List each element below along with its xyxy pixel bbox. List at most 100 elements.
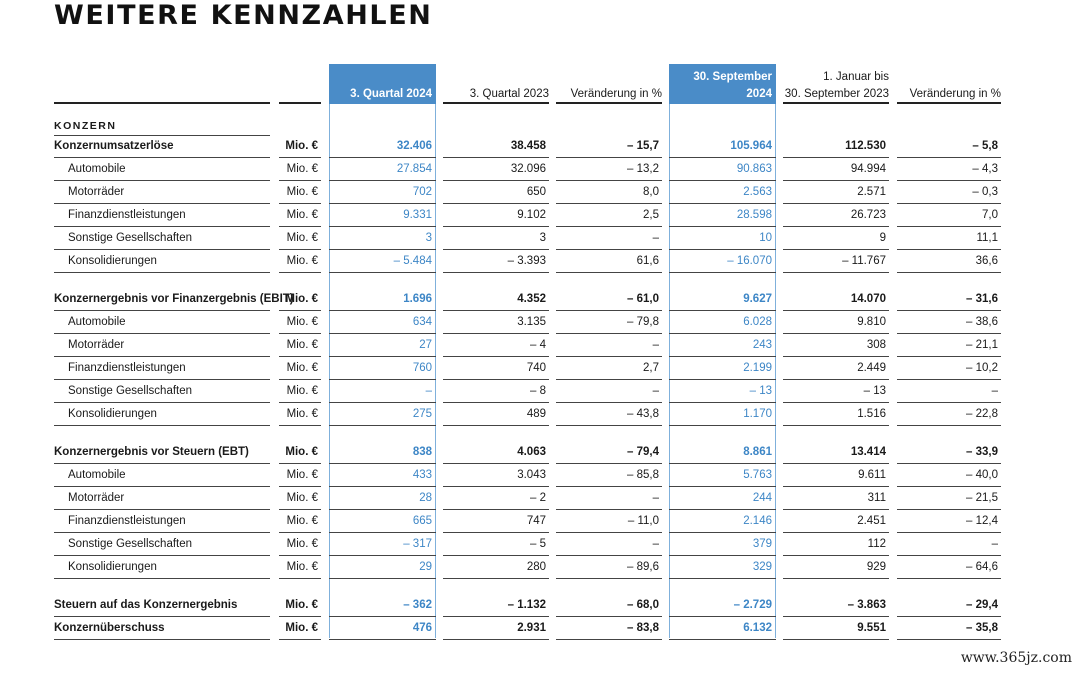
table-row: Sonstige Gesellschaften Mio. € – 317– 5–37…: [0, 533, 1080, 556]
value-cell: – 5.484: [329, 250, 436, 273]
value-cell: –: [556, 227, 662, 250]
header-rule: [54, 102, 270, 104]
column-header: 1. Januar bis 30. September 2023: [783, 64, 889, 104]
value-cell: – 40,0: [897, 464, 1001, 487]
value-cell: – 31,6: [897, 288, 1001, 311]
column-header: Veränderung in %: [556, 64, 662, 104]
value-cell: – 362: [329, 594, 436, 617]
row-label: Motorräder: [54, 334, 270, 357]
row-label: Konsolidierungen: [54, 556, 270, 579]
value-cell: 634: [329, 311, 436, 334]
value-cell: 94.994: [783, 158, 889, 181]
row-label: Konzernergebnis vor Finanzergebnis (EBIT…: [54, 288, 294, 311]
value-cell: – 89,6: [556, 556, 662, 579]
value-cell: 929: [783, 556, 889, 579]
row-unit: Mio. €: [279, 510, 321, 533]
value-cell: – 0,3: [897, 181, 1001, 204]
row-label: Motorräder: [54, 181, 270, 204]
value-cell: 311: [783, 487, 889, 510]
table-row: Konzernergebnis vor Steuern (EBT) Mio. € 8…: [0, 441, 1080, 464]
row-unit: Mio. €: [279, 311, 321, 334]
value-cell: 433: [329, 464, 436, 487]
value-cell: – 8: [443, 380, 549, 403]
row-unit: Mio. €: [279, 594, 321, 617]
value-cell: – 79,4: [556, 441, 662, 464]
header-rule: [279, 102, 321, 104]
table-row: Steuern auf das Konzernergebnis Mio. € – 3…: [0, 594, 1080, 617]
table-row: Automobile Mio. € 27.854 32.096 – 13,2 90.863…: [0, 158, 1080, 181]
value-cell: – 13: [783, 380, 889, 403]
value-cell: – 85,8: [556, 464, 662, 487]
column-header: Veränderung in %: [897, 64, 1001, 104]
value-cell: – 317: [329, 533, 436, 556]
row-label: Automobile: [54, 311, 270, 334]
row-unit: Mio. €: [279, 464, 321, 487]
value-cell: 4.063: [443, 441, 549, 464]
value-cell: – 35,8: [897, 617, 1001, 640]
value-cell: – 1.132: [443, 594, 549, 617]
value-cell: 6.132: [669, 617, 776, 640]
row-unit: Mio. €: [279, 288, 321, 311]
value-cell: 28.598: [669, 204, 776, 227]
column-header-line: Veränderung in %: [570, 88, 662, 100]
value-cell: – 11.767: [783, 250, 889, 273]
value-cell: –: [556, 533, 662, 556]
row-unit: Mio. €: [279, 181, 321, 204]
value-cell: 489: [443, 403, 549, 426]
row-label: Konzernüberschuss: [54, 617, 270, 640]
value-cell: 2.931: [443, 617, 549, 640]
value-cell: – 83,8: [556, 617, 662, 640]
header-rule: [443, 102, 549, 104]
value-cell: 2.199: [669, 357, 776, 380]
value-cell: 476: [329, 617, 436, 640]
table-row: Konsolidierungen Mio. € – 5.484 – 3.393 61,6…: [0, 250, 1080, 273]
row-label: Konsolidierungen: [54, 250, 270, 273]
table-row: Finanzdienstleistungen Mio. € 9.331 9.102 2,…: [0, 204, 1080, 227]
value-cell: 9.611: [783, 464, 889, 487]
value-cell: 1.516: [783, 403, 889, 426]
value-cell: 308: [783, 334, 889, 357]
value-cell: 38.458: [443, 135, 549, 158]
value-cell: 760: [329, 357, 436, 380]
row-label: Konzernumsatzerlöse: [54, 135, 270, 158]
row-label: Steuern auf das Konzernergebnis: [54, 594, 270, 617]
table-row: Automobile Mio. € 433 3.043 – 85,8 5.763 9.611…: [0, 464, 1080, 487]
value-cell: 243: [669, 334, 776, 357]
value-cell: 105.964: [669, 135, 776, 158]
row-unit: Mio. €: [279, 204, 321, 227]
value-cell: – 2.729: [669, 594, 776, 617]
header-rule: [556, 102, 662, 104]
value-cell: – 29,4: [897, 594, 1001, 617]
value-cell: 3: [443, 227, 549, 250]
column-header-line: 1. Januar bis: [823, 71, 889, 83]
watermark: www.365jz.com: [960, 650, 1072, 666]
value-cell: 329: [669, 556, 776, 579]
value-cell: 740: [443, 357, 549, 380]
value-cell: 13.414: [783, 441, 889, 464]
value-cell: 9: [783, 227, 889, 250]
value-cell: – 38,6: [897, 311, 1001, 334]
value-cell: 9.331: [329, 204, 436, 227]
value-cell: – 11,0: [556, 510, 662, 533]
column-header: 3. Quartal 2024: [329, 64, 436, 104]
value-cell: 3.135: [443, 311, 549, 334]
value-cell: 702: [329, 181, 436, 204]
row-label: Automobile: [54, 158, 270, 181]
value-cell: 4.352: [443, 288, 549, 311]
value-cell: 10: [669, 227, 776, 250]
value-cell: 244: [669, 487, 776, 510]
value-cell: 112.530: [783, 135, 889, 158]
highlight-column-frame: [669, 104, 776, 638]
value-cell: 280: [443, 556, 549, 579]
table-row: Konsolidierungen Mio. € 29 280 – 89,6 329 929–…: [0, 556, 1080, 579]
value-cell: – 5,8: [897, 135, 1001, 158]
table-row: Konzernergebnis vor Finanzergebnis (EBIT…: [0, 288, 1080, 311]
value-cell: – 4,3: [897, 158, 1001, 181]
value-cell: –: [897, 380, 1001, 403]
value-cell: 1.170: [669, 403, 776, 426]
value-cell: – 10,2: [897, 357, 1001, 380]
table-row: Konzernumsatzerlöse Mio. € 32.406 38.458 – 1…: [0, 135, 1080, 158]
value-cell: 32.406: [329, 135, 436, 158]
row-label: Finanzdienstleistungen: [54, 357, 270, 380]
table-row: Sonstige Gesellschaften Mio. € – – 8– – 13– …: [0, 380, 1080, 403]
